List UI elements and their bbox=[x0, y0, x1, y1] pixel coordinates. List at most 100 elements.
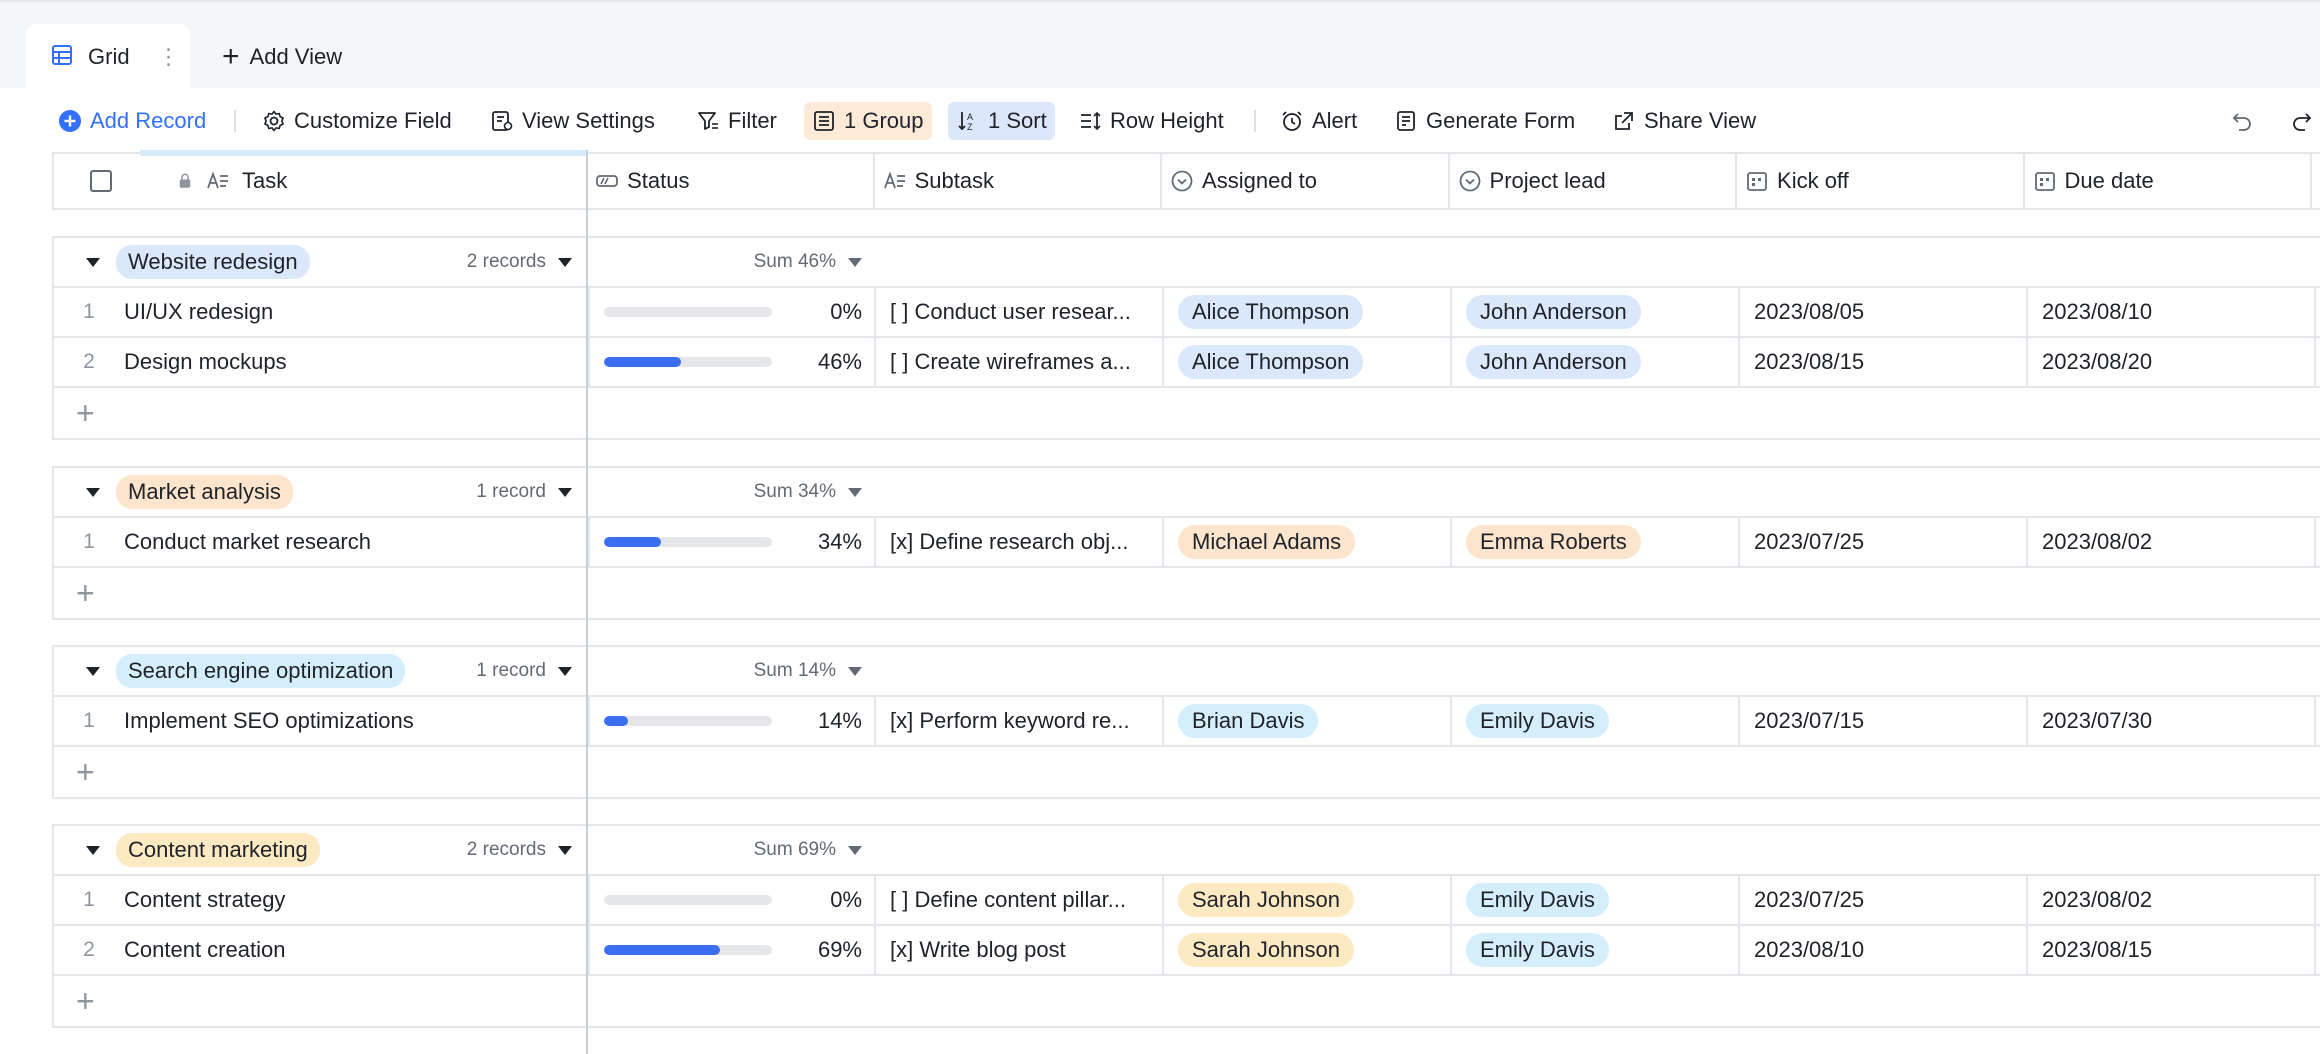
task-cell[interactable]: 1 Conduct market research bbox=[54, 518, 588, 566]
subtask-cell[interactable]: [x] Write blog post bbox=[876, 926, 1164, 974]
group-menu-icon[interactable] bbox=[558, 257, 572, 267]
subtask-cell[interactable]: [ ] Define content pillar... bbox=[876, 876, 1164, 924]
task-cell[interactable]: 2 Design mockups bbox=[54, 338, 588, 386]
add-row-button[interactable]: + bbox=[54, 388, 2320, 438]
table-row[interactable]: 1 Content strategy 0% [ ] Define content … bbox=[54, 876, 2320, 926]
assigned-cell[interactable]: Sarah Johnson bbox=[1164, 876, 1452, 924]
group-sum[interactable]: Sum 46% bbox=[588, 238, 876, 286]
status-cell[interactable]: 46% bbox=[588, 338, 876, 386]
status-cell[interactable]: 69% bbox=[588, 926, 876, 974]
assigned-cell[interactable]: Alice Thompson bbox=[1164, 288, 1452, 336]
progress-bar bbox=[604, 716, 772, 726]
collapse-icon[interactable] bbox=[86, 666, 100, 676]
subtask-cell[interactable]: [x] Define research obj... bbox=[876, 518, 1164, 566]
lead-cell[interactable]: Emily Davis bbox=[1452, 697, 1740, 745]
kick-off-cell[interactable]: 2023/08/05 bbox=[1740, 288, 2028, 336]
add-row-button[interactable]: + bbox=[54, 747, 2320, 797]
due-date-cell[interactable]: 2023/08/02 bbox=[2028, 518, 2316, 566]
group-sum-label: Sum 14% bbox=[753, 660, 836, 681]
status-cell[interactable]: 14% bbox=[588, 697, 876, 745]
header-assigned-to[interactable]: Assigned to bbox=[1162, 154, 1450, 208]
sum-dropdown-icon[interactable] bbox=[848, 666, 862, 676]
add-row-button[interactable]: + bbox=[54, 976, 2320, 1026]
subtask-cell[interactable]: [ ] Create wireframes a... bbox=[876, 338, 1164, 386]
view-settings-button[interactable]: View Settings bbox=[482, 102, 663, 140]
share-view-button[interactable]: Share View bbox=[1604, 102, 1764, 140]
header-subtask[interactable]: Subtask bbox=[875, 154, 1163, 208]
kick-off-cell[interactable]: 2023/07/25 bbox=[1740, 876, 2028, 924]
redo-button[interactable] bbox=[2282, 102, 2320, 140]
table-row[interactable]: 1 Implement SEO optimizations 14% [x] Per… bbox=[54, 697, 2320, 747]
task-cell[interactable]: 1 Implement SEO optimizations bbox=[54, 697, 588, 745]
group-menu-icon[interactable] bbox=[558, 666, 572, 676]
generate-form-button[interactable]: Generate Form bbox=[1386, 102, 1583, 140]
frozen-column-divider[interactable] bbox=[586, 150, 588, 1054]
due-date-cell[interactable]: 2023/08/10 bbox=[2028, 288, 2316, 336]
group-header[interactable]: Content marketing 2 records Sum 69% bbox=[54, 826, 2320, 876]
table-row[interactable]: 1 UI/UX redesign 0% [ ] Conduct user rese… bbox=[54, 288, 2320, 338]
group-sum[interactable]: Sum 34% bbox=[588, 468, 876, 516]
row-height-button[interactable]: Row Height bbox=[1070, 102, 1232, 140]
tab-more-icon[interactable]: ⋮ bbox=[157, 44, 180, 69]
status-cell[interactable]: 0% bbox=[588, 288, 876, 336]
select-all-checkbox[interactable] bbox=[90, 170, 112, 192]
group-header[interactable]: Search engine optimization 1 record Sum … bbox=[54, 647, 2320, 697]
header-project-lead[interactable]: Project lead bbox=[1450, 154, 1738, 208]
lead-cell[interactable]: Emily Davis bbox=[1452, 926, 1740, 974]
kick-off-cell[interactable]: 2023/07/15 bbox=[1740, 697, 2028, 745]
due-date-cell[interactable]: 2023/08/20 bbox=[2028, 338, 2316, 386]
assigned-cell[interactable]: Michael Adams bbox=[1164, 518, 1452, 566]
subtask-cell[interactable]: [ ] Conduct user resear... bbox=[876, 288, 1164, 336]
assigned-cell[interactable]: Brian Davis bbox=[1164, 697, 1452, 745]
filter-button[interactable]: Filter bbox=[688, 102, 785, 140]
group-header[interactable]: Website redesign 2 records Sum 46% bbox=[54, 238, 2320, 288]
assigned-cell[interactable]: Sarah Johnson bbox=[1164, 926, 1452, 974]
status-cell[interactable]: 0% bbox=[588, 876, 876, 924]
alert-button[interactable]: Alert bbox=[1272, 102, 1365, 140]
due-date-cell[interactable]: 2023/08/15 bbox=[2028, 926, 2316, 974]
task-cell[interactable]: 1 UI/UX redesign bbox=[54, 288, 588, 336]
group-menu-icon[interactable] bbox=[558, 845, 572, 855]
sum-dropdown-icon[interactable] bbox=[848, 845, 862, 855]
progress-percent: 46% bbox=[817, 349, 862, 374]
undo-button[interactable] bbox=[2222, 102, 2262, 140]
collapse-icon[interactable] bbox=[86, 487, 100, 497]
table-row[interactable]: 2 Content creation 69% [x] Write blog pos… bbox=[54, 926, 2320, 976]
tab-grid[interactable]: Grid ⋮ bbox=[26, 24, 190, 90]
due-date-cell[interactable]: 2023/07/30 bbox=[2028, 697, 2316, 745]
assigned-cell[interactable]: Alice Thompson bbox=[1164, 338, 1452, 386]
collapse-icon[interactable] bbox=[86, 845, 100, 855]
kick-off-cell[interactable]: 2023/08/15 bbox=[1740, 338, 2028, 386]
group-button[interactable]: 1 Group bbox=[804, 102, 932, 140]
add-record-button[interactable]: Add Record bbox=[50, 102, 214, 140]
kick-off-cell[interactable]: 2023/08/10 bbox=[1740, 926, 2028, 974]
lead-cell[interactable]: Emily Davis bbox=[1452, 876, 1740, 924]
subtask-cell[interactable]: [x] Perform keyword re... bbox=[876, 697, 1164, 745]
lead-chip: John Anderson bbox=[1466, 295, 1641, 329]
sum-dropdown-icon[interactable] bbox=[848, 487, 862, 497]
status-cell[interactable]: 34% bbox=[588, 518, 876, 566]
header-due-date[interactable]: Due date bbox=[2025, 154, 2312, 208]
add-row-button[interactable]: + bbox=[54, 568, 2320, 618]
add-view-button[interactable]: + Add View bbox=[222, 42, 342, 72]
customize-field-button[interactable]: Customize Field bbox=[254, 102, 460, 140]
group-sum[interactable]: Sum 69% bbox=[588, 826, 876, 874]
lead-cell[interactable]: John Anderson bbox=[1452, 338, 1740, 386]
group-header[interactable]: Market analysis 1 record Sum 34% bbox=[54, 468, 2320, 518]
header-kick-off[interactable]: Kick off bbox=[1737, 154, 2025, 208]
group-sum[interactable]: Sum 14% bbox=[588, 647, 876, 695]
lead-cell[interactable]: John Anderson bbox=[1452, 288, 1740, 336]
collapse-icon[interactable] bbox=[86, 257, 100, 267]
task-cell[interactable]: 1 Content strategy bbox=[54, 876, 588, 924]
header-task[interactable]: Task bbox=[54, 154, 587, 208]
lead-cell[interactable]: Emma Roberts bbox=[1452, 518, 1740, 566]
sum-dropdown-icon[interactable] bbox=[848, 257, 862, 267]
group-menu-icon[interactable] bbox=[558, 487, 572, 497]
task-cell[interactable]: 2 Content creation bbox=[54, 926, 588, 974]
table-row[interactable]: 1 Conduct market research 34% [x] Define … bbox=[54, 518, 2320, 568]
header-status[interactable]: Status bbox=[587, 154, 875, 208]
due-date-cell[interactable]: 2023/08/02 bbox=[2028, 876, 2316, 924]
kick-off-cell[interactable]: 2023/07/25 bbox=[1740, 518, 2028, 566]
table-row[interactable]: 2 Design mockups 46% [ ] Create wireframe… bbox=[54, 338, 2320, 388]
